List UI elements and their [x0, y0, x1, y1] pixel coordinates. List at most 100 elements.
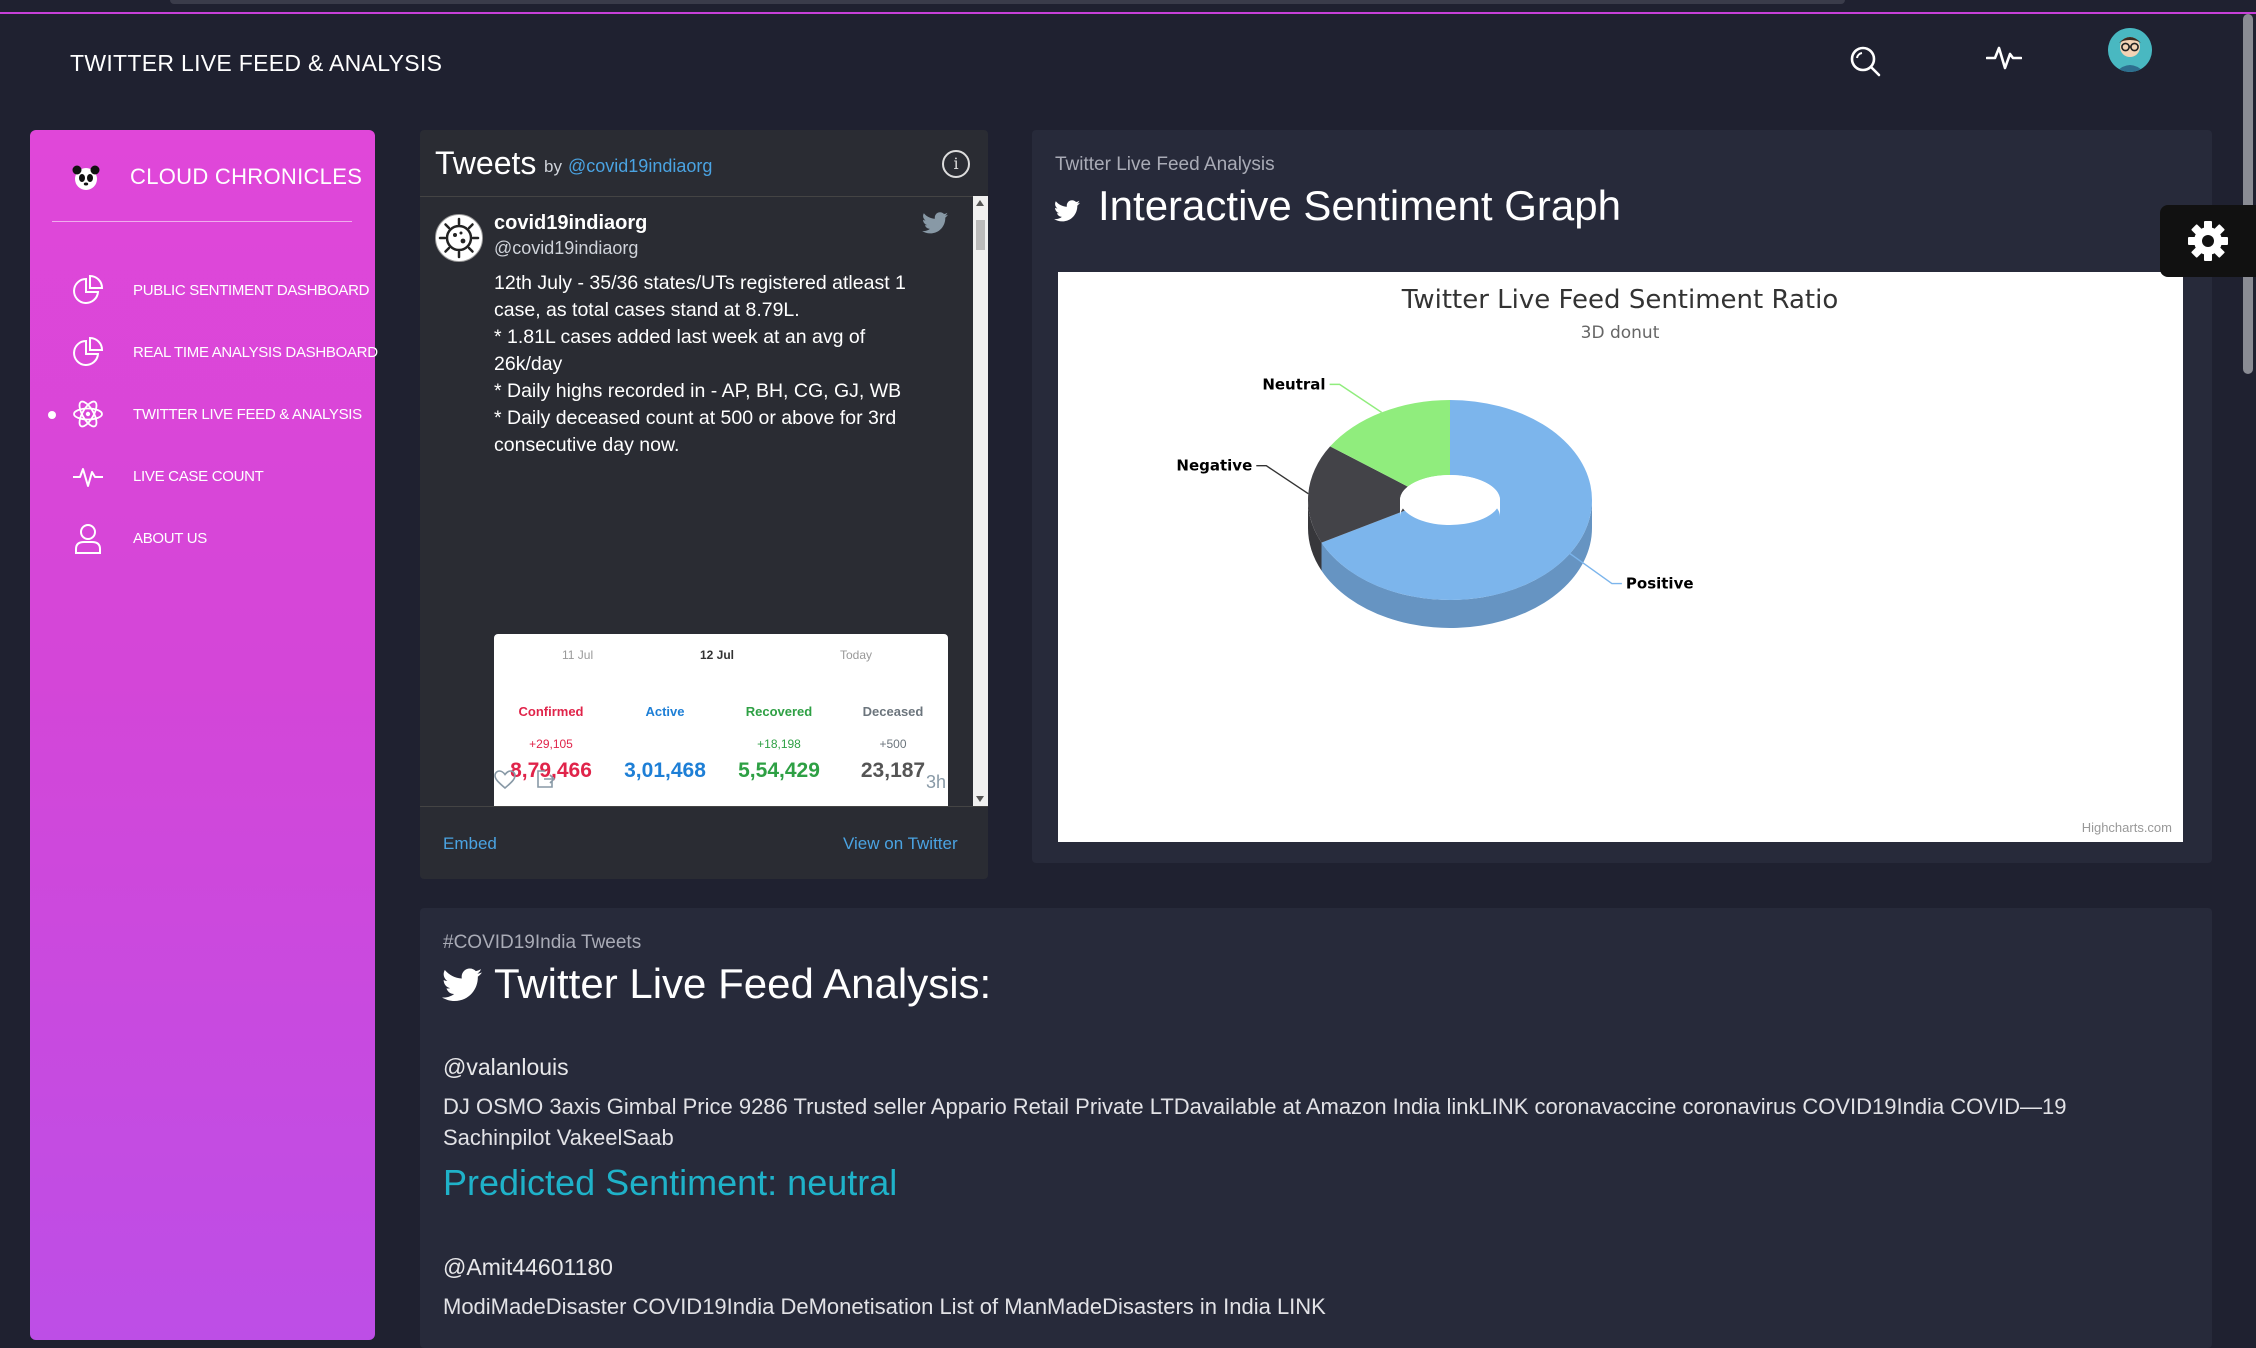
sidebar-item-label: LIVE CASE COUNT [133, 468, 264, 485]
tweet-avatar[interactable] [435, 214, 483, 262]
stat-recovered: Recovered +18,198 5,54,429 [724, 704, 834, 783]
stat-confirmed: Confirmed +29,105 8,79,466 [496, 704, 606, 783]
stat-active: Active 3,01,468 [610, 704, 720, 783]
tweet-handle: @valanlouis [443, 1054, 569, 1080]
scroll-up-icon[interactable] [976, 200, 984, 206]
sidebar-item-label: ABOUT US [133, 530, 208, 547]
tweet-line: * 1.81L cases added last week at an avg … [494, 326, 866, 348]
scroll-down-icon[interactable] [976, 796, 984, 802]
atom-icon [73, 400, 103, 428]
gear-icon [2188, 221, 2228, 261]
tweet-line: * Daily highs recorded in - AP, BH, CG, … [494, 380, 902, 402]
heart-icon[interactable] [494, 770, 516, 790]
tweet-text: DJ OSMO 3axis Gimbal Price 9286 Trusted … [443, 1094, 2067, 1150]
section-title: Twitter Live Feed Analysis: [494, 960, 992, 1007]
donut-slice-negative[interactable] [1308, 446, 1408, 543]
data-label-negative: Negative [1176, 457, 1252, 475]
divider [52, 221, 352, 222]
top-accent-bar [0, 0, 2256, 14]
sentiment-graph-card: Twitter Live Feed Analysis Interactive S… [1032, 130, 2212, 863]
sidebar-item-about-us[interactable]: ABOUT US [30, 508, 375, 568]
stat-deceased: Deceased +500 23,187 [838, 704, 948, 783]
by-label: by [544, 157, 562, 176]
settings-button[interactable] [2160, 205, 2256, 277]
handle-link[interactable]: @covid19indiaorg [568, 156, 713, 176]
embed-link[interactable]: Embed [443, 834, 497, 853]
sidebar: CLOUD CHRONICLES PUBLIC SENTIMENT DASHBO… [30, 130, 378, 1340]
pulse-icon[interactable] [1986, 42, 2022, 72]
twitter-bird-icon[interactable] [922, 212, 948, 234]
pie-chart-icon [73, 336, 104, 366]
card-date: Today [840, 648, 873, 662]
connector-positive [1569, 553, 1622, 585]
tweet-image-card[interactable]: 11 Jul 12 Jul Today Confirmed +29,105 8,… [494, 634, 948, 806]
chart-credit[interactable]: Highcharts.com [2082, 820, 2172, 835]
stat-delta [610, 737, 720, 751]
card-date: 11 Jul [562, 648, 594, 662]
tweet-text: 12th July - 35/36 states/UTs registered … [494, 270, 954, 459]
tweet-author-handle[interactable]: @covid19indiaorg [494, 238, 639, 258]
stat-delta: +500 [879, 737, 907, 751]
active-indicator [48, 411, 56, 419]
stat-value: 5,54,429 [738, 759, 820, 782]
twitter-bird-icon [442, 968, 482, 1001]
tweet-line: consecutive day now. [494, 434, 680, 456]
sidebar-item-real-time-analysis[interactable]: REAL TIME ANALYSIS DASHBOARD [30, 322, 378, 382]
card-date: 12 Jul [700, 648, 735, 662]
donut-slice-neutral[interactable] [1330, 400, 1450, 487]
brand-name[interactable]: CLOUD CHRONICLES [130, 164, 363, 189]
avatar[interactable] [2108, 28, 2152, 72]
stat-label: Deceased [862, 704, 924, 719]
page-title: TWITTER LIVE FEED & ANALYSIS [70, 50, 443, 76]
page-scrollbar[interactable] [2243, 14, 2253, 374]
tweet-scroll-thumb[interactable] [976, 220, 985, 250]
tweet-time[interactable]: 3h [926, 772, 947, 792]
sidebar-item-label: TWITTER LIVE FEED & ANALYSIS [133, 406, 362, 423]
share-icon[interactable] [536, 769, 556, 789]
pie-chart-icon [73, 274, 104, 304]
tweet-timeline[interactable]: covid19indiaorg @covid19indiaorg 12th Ju… [420, 196, 988, 807]
tweet-text: ModiMadeDisaster COVID19India DeMonetisa… [443, 1294, 1326, 1319]
card-title: Interactive Sentiment Graph [1098, 182, 1621, 229]
tweet-actions: 3h [494, 766, 964, 796]
tweets-widget: Tweets by @covid19indiaorg i covid19indi… [420, 130, 988, 879]
tweet-line: * Daily deceased count at 500 or above f… [494, 407, 897, 429]
stat-label: Recovered [745, 704, 813, 719]
sidebar-item-twitter-live-feed[interactable]: TWITTER LIVE FEED & ANALYSIS [30, 384, 375, 444]
user-icon [75, 524, 101, 554]
sidebar-item-label: REAL TIME ANALYSIS DASHBOARD [133, 344, 378, 361]
virus-logo-icon [438, 217, 480, 259]
stat-value: 23,187 [860, 759, 926, 782]
tweet-scrollbar[interactable] [973, 196, 988, 806]
avatar-face-icon [2108, 28, 2152, 72]
stat-delta: +18,198 [757, 737, 801, 751]
donut-slice-positive[interactable] [1321, 400, 1592, 600]
tweets-title: Tweets [435, 145, 537, 181]
chart-title: Twitter Live Feed Sentiment Ratio [1401, 285, 1838, 315]
stat-value: 3,01,468 [624, 759, 706, 782]
sidebar-item-live-case-count[interactable]: LIVE CASE COUNT [30, 446, 375, 506]
donut-side-positive [1321, 500, 1592, 628]
connector-neutral [1329, 383, 1382, 413]
live-feed-analysis-section: #COVID19India Tweets Twitter Live Feed A… [420, 908, 2212, 1348]
tweet-author-name[interactable]: covid19indiaorg [494, 212, 648, 234]
sidebar-item-public-sentiment[interactable]: PUBLIC SENTIMENT DASHBOARD [30, 260, 375, 320]
top-scroll-indicator [170, 0, 1845, 4]
pulse-icon [73, 468, 103, 487]
data-label-neutral: Neutral [1262, 375, 1325, 393]
tweet-line: 12th July - 35/36 states/UTs registered … [494, 272, 906, 294]
sentiment-chart[interactable]: Twitter Live Feed Sentiment Ratio 3D don… [1058, 272, 2183, 842]
panda-logo-icon [72, 165, 100, 190]
view-on-twitter-link[interactable]: View on Twitter [843, 834, 958, 853]
donut-group: Positive Negative Neutral [1176, 375, 1694, 628]
predicted-sentiment: Predicted Sentiment: neutral [443, 1162, 898, 1203]
search-icon[interactable] [1848, 44, 1882, 78]
donut-side-negative [1308, 500, 1322, 571]
donut-chart-svg: Twitter Live Feed Sentiment Ratio 3D don… [1176, 285, 2172, 835]
tweet-line: case, as total cases stand at 8.79L. [494, 299, 800, 321]
info-icon[interactable]: i [942, 150, 970, 178]
tweet-line: 26k/day [494, 353, 563, 375]
stat-value: 8,79,466 [510, 759, 592, 782]
stat-label: Active [645, 704, 685, 719]
section-eyebrow: #COVID19India Tweets [443, 932, 642, 953]
